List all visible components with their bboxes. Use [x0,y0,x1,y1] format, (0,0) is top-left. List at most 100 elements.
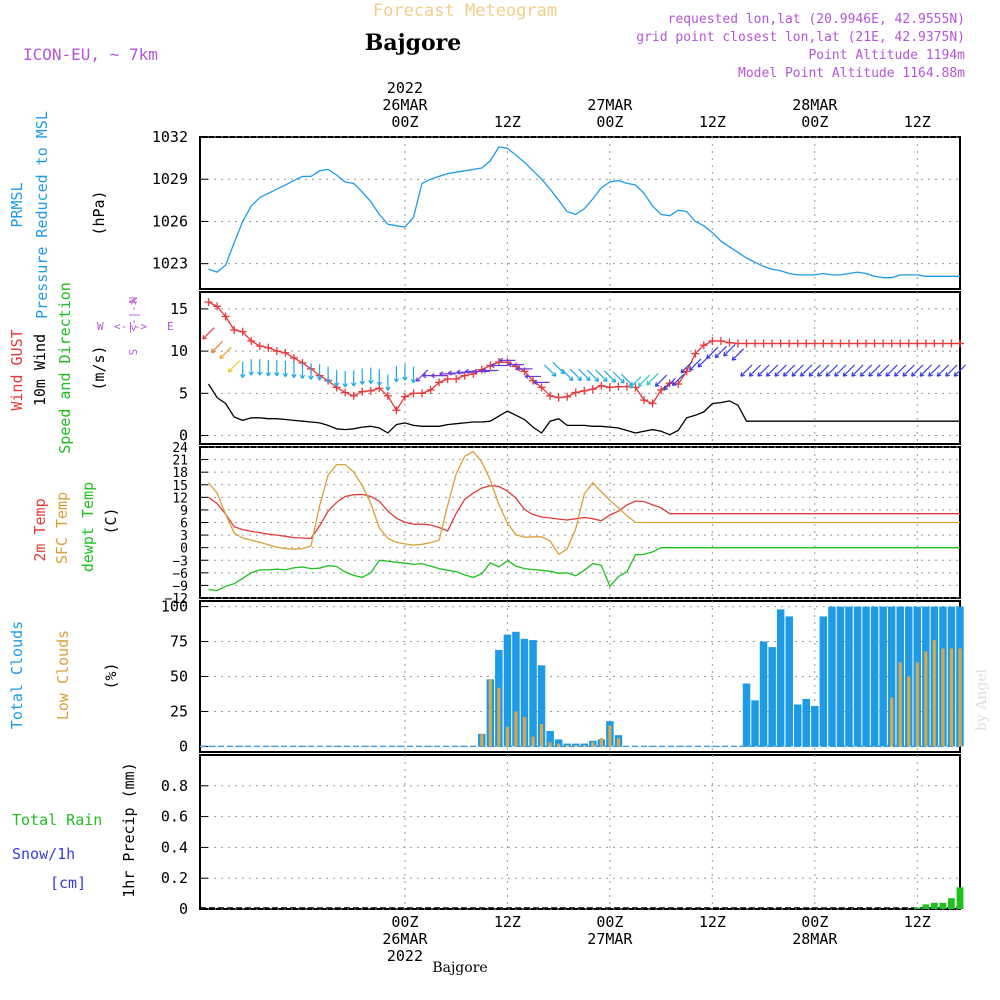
wind-10m-label: 10m Wind [31,334,49,406]
wind-arrow-head [689,368,694,371]
gust-marker [896,339,905,348]
wind-arrow [731,348,745,361]
wind-arrow-head [893,372,897,377]
wind-gust-label: Wind GUST [8,329,26,410]
gust-marker [213,302,222,311]
gust-marker [913,339,922,348]
ytick-label-clouds: 75 [170,633,188,651]
total-cloud-bar [546,731,554,747]
wind-arrow-head [240,373,244,379]
snow-unit-label: [cm] [50,874,86,892]
total-cloud-bar [828,606,836,747]
gust-marker [699,341,708,350]
wind-arrow [257,359,263,376]
gust-marker [435,378,444,387]
rain-bar [931,902,938,909]
low-cloud-bar [505,726,509,747]
low-cloud-bar [941,648,945,747]
wind-arrow-head [894,374,899,377]
wind-arrow-head [860,374,865,377]
wind-arrow-head [637,382,640,387]
wind-arrow-head [560,372,565,375]
gust-marker [426,385,435,394]
wind-arrow-head [817,372,820,377]
wind-arrow-shaft [885,364,898,377]
gust-marker [230,326,239,334]
total-cloud-bar [785,616,793,747]
wind-arrow-head [698,365,703,368]
wind-arrow-head [791,372,794,377]
wind-arrow-head [697,362,700,368]
wind-arrow [282,360,289,378]
wind-arrow-shaft [663,377,676,391]
wind-arrow-head [368,379,372,384]
top-time-label: 12Z [494,113,521,131]
low-cloud-bar [582,745,586,747]
gust-marker [221,312,230,321]
ytick-label-wind: 10 [170,342,188,360]
wind-arrow [646,372,659,386]
top-time-label: 00Z [596,113,623,131]
gust-marker [443,374,452,383]
wind-arrow [629,376,642,389]
low-cloud-bar [480,733,484,747]
wind-arrow-head [385,386,389,391]
wind-arrow-head [299,374,303,379]
ytick-label-temp: 6 [180,517,188,532]
ytick-label-temp: −3 [172,554,188,569]
wind-arrow [274,360,280,377]
ytick-label-wind: 15 [170,300,188,318]
wind-arrow [748,364,762,377]
total-cloud-bar [845,606,853,747]
wind-arrow-head [376,381,380,386]
wind-arrow-head [342,383,346,388]
wind-arrow-head [808,372,811,377]
wind-arrow-head [646,383,651,386]
total-cloud-bar [879,606,887,747]
wind-arrow [928,364,941,377]
ytick-label-temp: 3 [180,529,188,544]
gust-marker [597,381,606,390]
gust-marker [571,388,580,397]
gust-marker [887,339,896,348]
wind-arrow [368,367,374,384]
gust-marker [375,384,384,393]
ytick-label-temp: 15 [172,479,188,494]
wind-arrow-shaft [859,364,873,377]
wind-arrow-shaft [603,370,616,383]
wind-arrow-head [877,374,882,377]
wind-arrow-head [524,373,529,377]
gust-marker [272,347,281,356]
wind-arrow-head [748,372,751,377]
ytick-label-temp: 21 [172,454,188,469]
total-cloud-bar [836,606,845,747]
wind-arrow-head [706,354,709,359]
wind-arrow-head [393,378,397,383]
total-cloud-bar [520,638,529,747]
ytick-label-pressure: 1026 [152,212,188,230]
wind-arrow [359,368,365,385]
low-cloud-bar [574,745,578,747]
clouds-unit-label: (%) [102,662,120,689]
wind-arrow-head [361,380,365,385]
gust-marker [793,339,802,348]
wind-arrow-shaft [911,364,924,377]
wind-arrow-shaft [936,364,950,377]
wind-arrow-head [714,353,717,358]
pressure-line [208,146,960,279]
wind-arrow [723,344,736,357]
wind-arrow-head [227,367,230,373]
wind-arrow-head [611,380,616,383]
ytick-label-precip: 0.8 [161,777,188,795]
wind-arrow-shaft [612,371,625,384]
wind-arrow [393,365,400,383]
wind-arrow-head [325,379,329,384]
gust-marker [537,383,546,392]
gust-marker [759,339,768,348]
gust-marker [716,336,725,345]
rain-bar [939,902,947,909]
wind-arrow [308,363,314,380]
wind-arrow-head [672,384,677,387]
wind-arrow-head [410,379,414,384]
gust-marker [460,371,469,380]
